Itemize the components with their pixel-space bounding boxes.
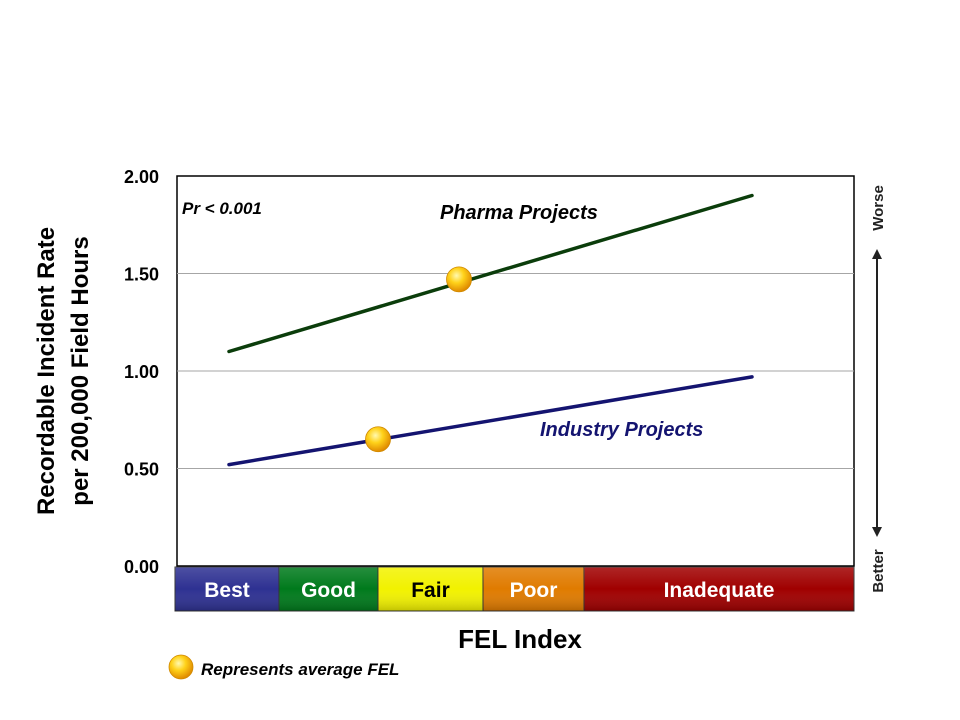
y-axis-title-line2: per 200,000 Field Hours (67, 236, 94, 505)
y-tick-label: 0.50 (124, 460, 159, 480)
legend-dot-icon (169, 655, 193, 679)
band-label: Poor (510, 579, 558, 602)
series-label-industry: Industry Projects (540, 419, 703, 441)
band-label: Fair (411, 579, 450, 602)
y-axis-ticks: 0.00 0.50 1.00 1.50 2.00 (124, 167, 159, 577)
y-tick-label: 0.00 (124, 557, 159, 577)
y-axis-title: Recordable Incident Rate per 200,000 Fie… (33, 227, 94, 515)
fel-index-bands: Best Good Fair Poor Inadequate (175, 567, 854, 611)
y-tick-label: 2.00 (124, 167, 159, 187)
chart-canvas: 0.00 0.50 1.00 1.50 2.00 Best Good Fair Poor Ina… (0, 0, 960, 720)
series-label-pharma: Pharma Projects (440, 202, 598, 224)
worse-label: Worse (870, 185, 887, 231)
significance-annotation: Pr < 0.001 (182, 199, 262, 218)
average-fel-marker (366, 427, 391, 452)
better-label: Better (870, 549, 887, 593)
y-tick-label: 1.00 (124, 362, 159, 382)
band-label: Inadequate (664, 579, 775, 602)
average-fel-marker (447, 267, 472, 292)
legend-note: Represents average FEL (201, 660, 399, 679)
band-label: Good (301, 579, 356, 602)
y-axis-title-line1: Recordable Incident Rate (33, 227, 60, 515)
y-tick-label: 1.50 (124, 265, 159, 285)
x-axis-title: FEL Index (458, 624, 582, 654)
band-label: Best (204, 579, 250, 602)
